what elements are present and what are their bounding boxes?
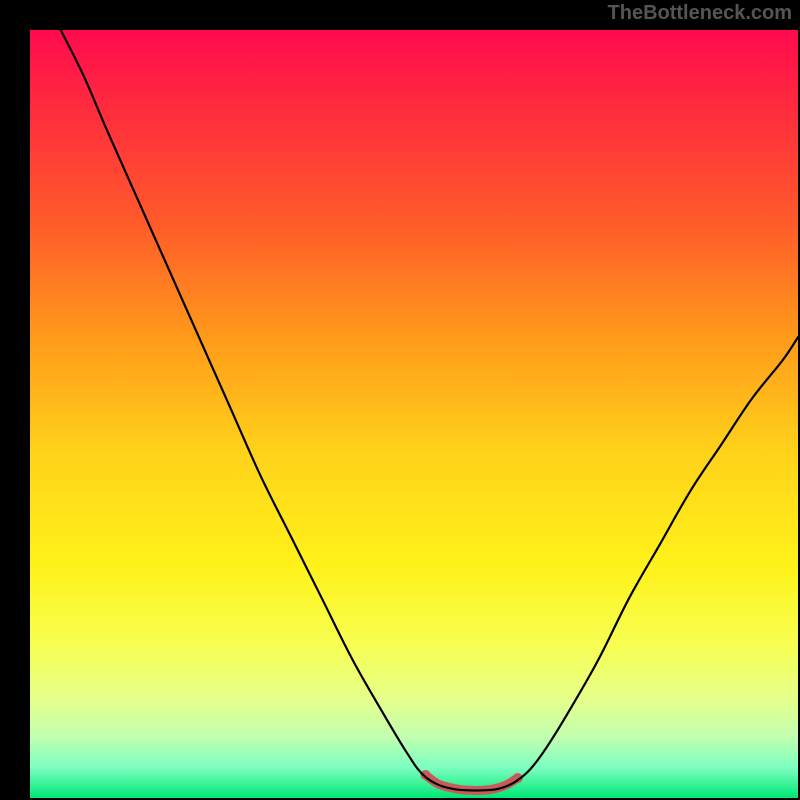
plot-area bbox=[30, 30, 798, 798]
chart-svg bbox=[30, 30, 798, 798]
bottleneck-curve bbox=[61, 30, 798, 791]
chart-container: TheBottleneck.com bbox=[0, 0, 800, 800]
watermark-label: TheBottleneck.com bbox=[608, 2, 792, 25]
